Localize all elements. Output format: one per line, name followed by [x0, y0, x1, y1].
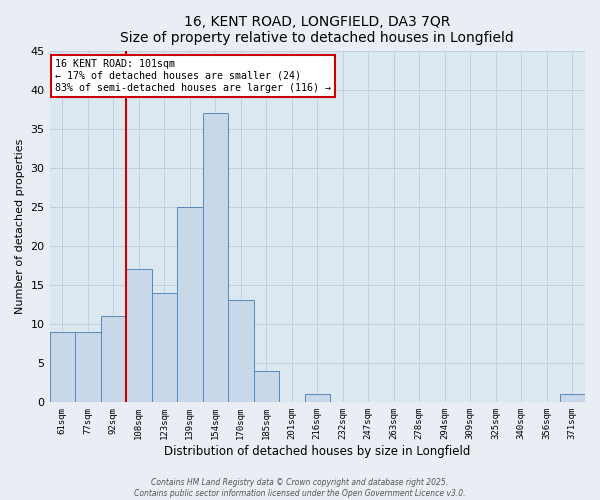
- Bar: [75, 332, 101, 402]
- Text: Contains HM Land Registry data © Crown copyright and database right 2025.
Contai: Contains HM Land Registry data © Crown c…: [134, 478, 466, 498]
- Bar: [228, 300, 254, 402]
- Bar: [203, 113, 228, 402]
- Bar: [254, 370, 279, 402]
- Bar: [152, 292, 177, 402]
- Title: 16, KENT ROAD, LONGFIELD, DA3 7QR
Size of property relative to detached houses i: 16, KENT ROAD, LONGFIELD, DA3 7QR Size o…: [121, 15, 514, 45]
- Bar: [50, 332, 75, 402]
- Bar: [305, 394, 330, 402]
- Text: 16 KENT ROAD: 101sqm
← 17% of detached houses are smaller (24)
83% of semi-detac: 16 KENT ROAD: 101sqm ← 17% of detached h…: [55, 60, 331, 92]
- X-axis label: Distribution of detached houses by size in Longfield: Distribution of detached houses by size …: [164, 444, 470, 458]
- Bar: [560, 394, 585, 402]
- Y-axis label: Number of detached properties: Number of detached properties: [15, 138, 25, 314]
- Bar: [101, 316, 126, 402]
- Bar: [126, 269, 152, 402]
- Bar: [177, 206, 203, 402]
